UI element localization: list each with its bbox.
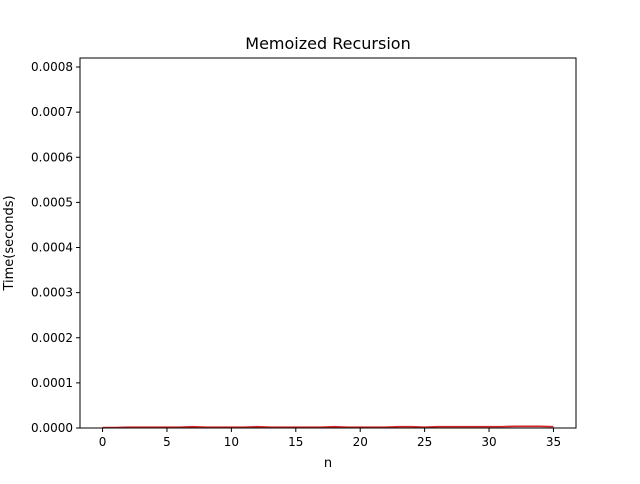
y-tick-label: 0.0002 [31, 331, 73, 345]
x-tick-label: 10 [224, 435, 239, 449]
plot-frame [79, 57, 577, 429]
y-tick-label: 0.0008 [31, 60, 73, 74]
x-axis: 0 5 10 15 20 25 30 35 [99, 428, 561, 449]
x-tick-label: 20 [353, 435, 368, 449]
y-tick-label: 0.0005 [31, 195, 73, 209]
x-tick-label: 25 [417, 435, 432, 449]
x-tick-label: 30 [481, 435, 496, 449]
y-tick-label: 0.0000 [31, 421, 73, 435]
x-tick-label: 35 [546, 435, 561, 449]
x-tick-label: 15 [288, 435, 303, 449]
y-axis-label: Time(seconds) [2, 195, 17, 291]
y-tick-label: 0.0001 [31, 376, 73, 390]
x-axis-label: n [324, 456, 332, 471]
x-tick-label: 0 [99, 435, 107, 449]
chart-title: Memoized Recursion [245, 34, 410, 53]
x-tick-label: 5 [163, 435, 171, 449]
y-tick-label: 0.0004 [31, 241, 73, 255]
y-axis: 0.0000 0.0001 0.0002 0.0003 0.0004 0.0005 0.00… [31, 60, 80, 435]
series-line [102, 425, 554, 429]
y-tick-label: 0.0006 [31, 150, 73, 164]
y-tick-label: 0.0003 [31, 286, 73, 300]
y-tick-label: 0.0007 [31, 105, 73, 119]
plot-area [80, 58, 576, 428]
